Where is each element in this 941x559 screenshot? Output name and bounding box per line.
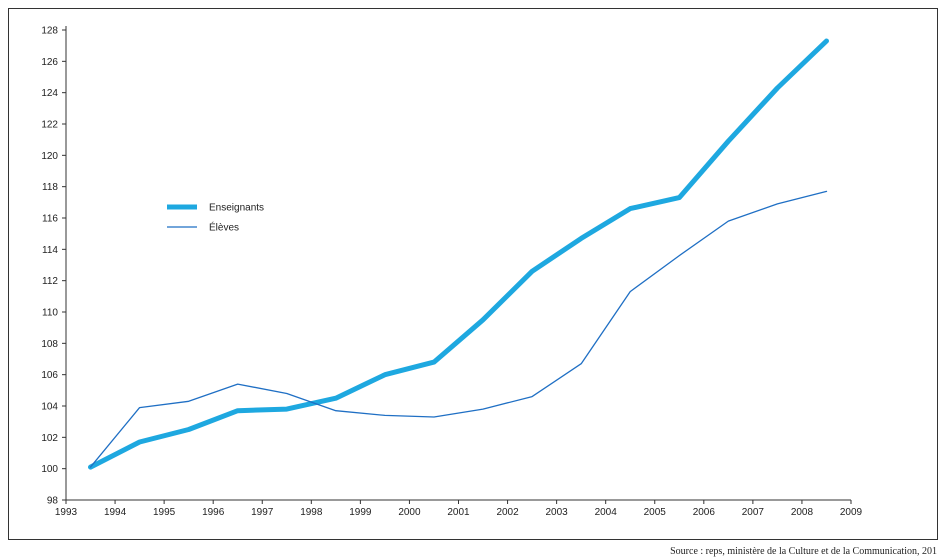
- y-tick-label: 100: [41, 464, 58, 475]
- y-tick-label: 128: [41, 26, 58, 37]
- x-tick-label: 2008: [791, 507, 814, 518]
- y-tick-label: 120: [41, 151, 58, 162]
- chart-frame: 98 100 102 104 106 108 110 112 114 116 118 120 122 12…: [8, 8, 938, 540]
- line-chart: 98 100 102 104 106 108 110 112 114 116 118 120 122 12…: [41, 26, 863, 519]
- y-tick-label: 126: [41, 57, 58, 68]
- x-tick-label: 1997: [251, 507, 274, 518]
- legend-label: Enseignants: [209, 203, 264, 214]
- y-tick-label: 122: [41, 120, 58, 131]
- x-tick-label: 2003: [546, 507, 569, 518]
- y-tick-label: 108: [41, 339, 58, 350]
- x-tick-label: 2001: [447, 507, 470, 518]
- x-tick-label: 2004: [595, 507, 618, 518]
- x-tick-label: 2006: [693, 507, 716, 518]
- y-tick-label: 118: [42, 182, 58, 193]
- legend-label: Élèves: [209, 221, 239, 234]
- x-tick-label: 1994: [104, 507, 127, 518]
- x-tick-label: 2000: [398, 507, 421, 518]
- x-tick-label: 2005: [644, 507, 667, 518]
- x-tick-label: 1998: [300, 507, 323, 518]
- x-tick-label: 1993: [55, 507, 78, 518]
- y-tick-label: 98: [47, 496, 59, 507]
- x-tick-label: 2009: [840, 507, 863, 518]
- y-tick-label: 104: [41, 402, 58, 413]
- x-tick-label: 1996: [202, 507, 225, 518]
- y-tick-label: 110: [42, 308, 58, 319]
- x-tick-label: 2007: [742, 507, 765, 518]
- series-line-eleves: [89, 190, 828, 468]
- y-tick-label: 112: [42, 276, 58, 287]
- y-tick-label: 116: [42, 214, 58, 225]
- x-tick-label: 1999: [349, 507, 372, 518]
- x-tick-label: 2002: [496, 507, 519, 518]
- series-line-enseignants: [88, 38, 829, 470]
- x-tick-label: 1995: [153, 507, 176, 518]
- y-tick-label: 102: [41, 433, 58, 444]
- source-note: Source : reps, ministère de la Culture e…: [670, 546, 937, 557]
- y-tick-label: 114: [42, 245, 58, 256]
- y-tick-label: 106: [41, 370, 58, 381]
- y-tick-label: 124: [41, 88, 58, 99]
